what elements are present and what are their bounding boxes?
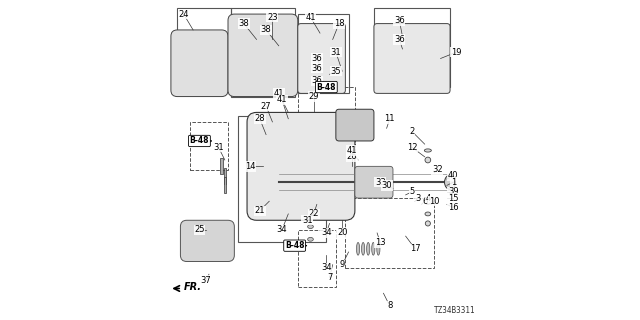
Text: 22: 22	[308, 209, 319, 219]
Text: 12: 12	[407, 143, 417, 152]
Text: B-48: B-48	[189, 136, 209, 146]
Text: 36: 36	[312, 54, 322, 63]
Bar	[298, 87, 355, 157]
Text: 34: 34	[321, 228, 332, 237]
Text: 37: 37	[200, 276, 211, 285]
Bar	[298, 230, 336, 287]
Text: 41: 41	[346, 146, 357, 155]
Text: 26: 26	[346, 152, 357, 161]
Text: 3: 3	[415, 194, 421, 203]
Text: 20: 20	[337, 228, 348, 237]
Bar	[190, 122, 228, 170]
Ellipse shape	[377, 243, 380, 255]
Text: 9: 9	[340, 260, 345, 269]
Bar	[346, 198, 434, 268]
Text: 25: 25	[194, 225, 205, 234]
FancyBboxPatch shape	[336, 109, 374, 141]
Text: 19: 19	[451, 48, 461, 57]
Text: 33: 33	[375, 178, 386, 187]
Text: 5: 5	[410, 187, 415, 196]
Ellipse shape	[308, 237, 314, 241]
Text: 7: 7	[327, 273, 332, 282]
Ellipse shape	[308, 225, 314, 228]
FancyBboxPatch shape	[298, 24, 346, 93]
FancyBboxPatch shape	[374, 24, 450, 93]
Text: 36: 36	[394, 16, 404, 25]
Text: 10: 10	[429, 197, 440, 206]
Text: B-48: B-48	[317, 83, 336, 92]
Ellipse shape	[426, 221, 430, 226]
Bar	[223, 178, 226, 193]
Text: 41: 41	[273, 89, 284, 98]
Text: 31: 31	[302, 216, 312, 225]
Ellipse shape	[425, 198, 431, 204]
Text: 30: 30	[381, 181, 392, 190]
Text: 35: 35	[330, 67, 341, 76]
Text: 39: 39	[448, 187, 458, 196]
FancyBboxPatch shape	[228, 14, 298, 97]
Text: 34: 34	[321, 263, 332, 272]
Text: 40: 40	[448, 172, 458, 180]
Text: TZ34B3311: TZ34B3311	[434, 307, 476, 316]
Ellipse shape	[424, 149, 431, 152]
Bar	[220, 158, 223, 174]
FancyBboxPatch shape	[180, 220, 234, 261]
Text: B-48: B-48	[285, 241, 305, 250]
FancyBboxPatch shape	[171, 30, 228, 97]
Ellipse shape	[356, 243, 360, 255]
Text: 17: 17	[410, 244, 420, 253]
Bar	[374, 8, 450, 87]
Text: 1: 1	[451, 178, 456, 187]
Text: 11: 11	[385, 114, 395, 123]
Ellipse shape	[425, 212, 431, 216]
FancyBboxPatch shape	[247, 112, 355, 220]
Text: 15: 15	[448, 194, 458, 203]
Ellipse shape	[425, 157, 431, 163]
Text: 41: 41	[305, 13, 316, 22]
Text: 36: 36	[312, 63, 322, 73]
Bar	[231, 8, 294, 97]
Text: 36: 36	[312, 76, 322, 85]
Text: 16: 16	[448, 203, 458, 212]
Text: 2: 2	[410, 127, 415, 136]
Text: 31: 31	[330, 48, 341, 57]
Text: 4: 4	[425, 194, 431, 203]
Ellipse shape	[445, 175, 456, 189]
Bar	[223, 168, 226, 184]
Text: 21: 21	[255, 206, 265, 215]
Text: 28: 28	[255, 114, 265, 123]
Text: 38: 38	[260, 25, 271, 35]
Text: 18: 18	[333, 19, 344, 28]
Text: 34: 34	[276, 225, 287, 234]
Text: 32: 32	[432, 165, 443, 174]
Text: 31: 31	[213, 143, 224, 152]
Text: 13: 13	[375, 238, 385, 247]
Ellipse shape	[372, 243, 375, 255]
Text: 38: 38	[239, 19, 249, 28]
Text: FR.: FR.	[184, 282, 202, 292]
FancyBboxPatch shape	[355, 166, 393, 198]
Text: 27: 27	[260, 101, 271, 111]
Text: 24: 24	[179, 10, 189, 19]
Text: 8: 8	[387, 301, 392, 310]
Ellipse shape	[362, 243, 365, 255]
Bar	[237, 116, 326, 243]
Text: 6: 6	[422, 197, 428, 206]
Bar	[298, 14, 349, 93]
Bar	[177, 8, 231, 87]
Ellipse shape	[367, 243, 370, 255]
Text: 36: 36	[394, 35, 404, 44]
Text: 14: 14	[245, 162, 255, 171]
Text: 29: 29	[308, 92, 319, 101]
Text: 23: 23	[267, 13, 278, 22]
Text: 41: 41	[276, 95, 287, 104]
